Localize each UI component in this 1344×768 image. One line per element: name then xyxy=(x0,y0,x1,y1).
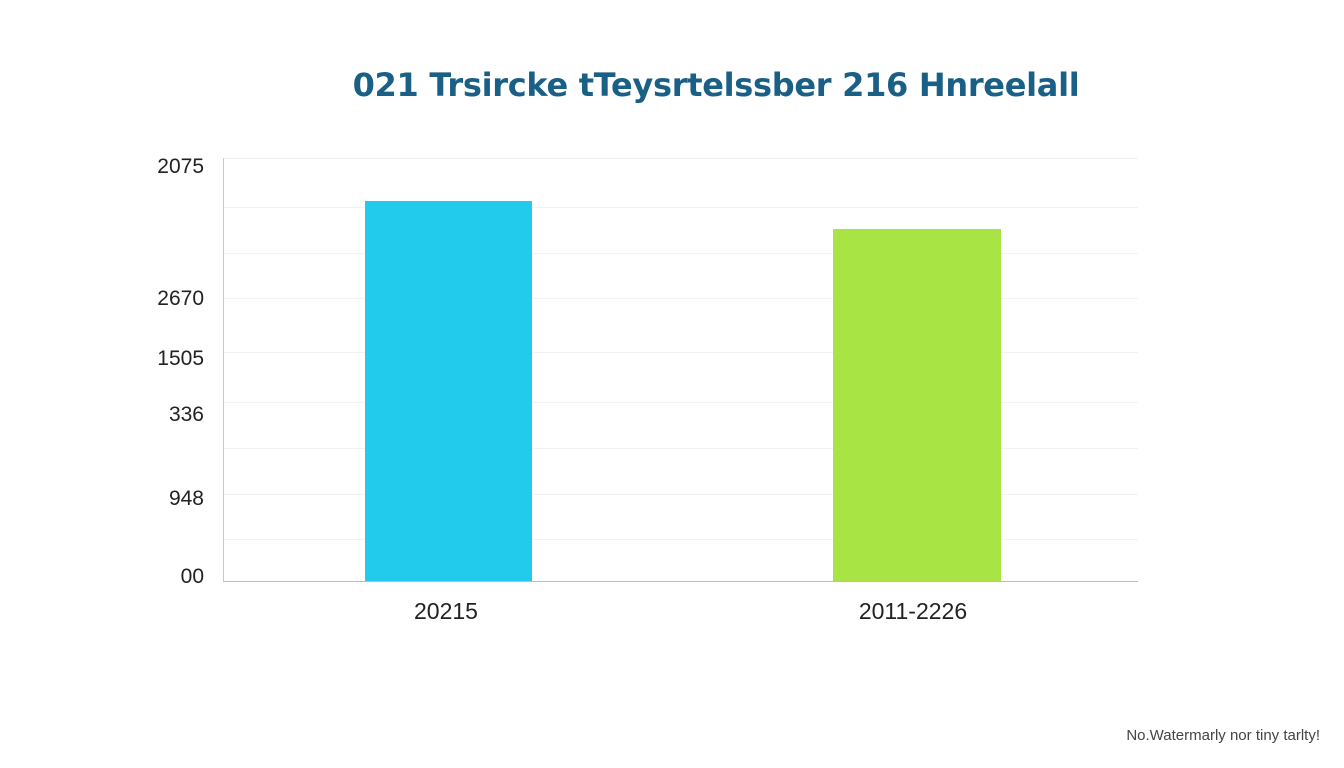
gridline xyxy=(223,494,1138,495)
gridline xyxy=(223,448,1138,449)
gridline xyxy=(223,298,1138,299)
x-tick-label: 20215 xyxy=(414,598,478,624)
bar-20215 xyxy=(365,201,532,581)
gridline xyxy=(223,207,1138,208)
gridline xyxy=(223,158,1138,159)
gridline xyxy=(223,402,1138,403)
y-tick-label: 2075 xyxy=(157,155,204,178)
y-tick-label: 2670 xyxy=(157,287,204,310)
gridline xyxy=(223,539,1138,540)
footer-note: No.Watermarly nor tiny tarlty! xyxy=(1126,727,1320,744)
gridline xyxy=(223,352,1138,353)
bar-2011-2226 xyxy=(833,229,1001,581)
gridline xyxy=(223,253,1138,254)
x-tick-label: 2011-2226 xyxy=(858,598,968,624)
y-tick-label: 336 xyxy=(168,403,204,426)
x-axis-line xyxy=(223,581,1138,582)
y-tick-label: 948 xyxy=(168,487,204,510)
y-axis-line xyxy=(223,158,224,582)
y-tick-label: 00 xyxy=(180,565,204,588)
y-tick-label: 1505 xyxy=(157,347,204,370)
chart-title: 021 Trsircke tTeysrtelssber 216 Hnreelal… xyxy=(352,66,1080,104)
plot-area xyxy=(223,158,1138,581)
